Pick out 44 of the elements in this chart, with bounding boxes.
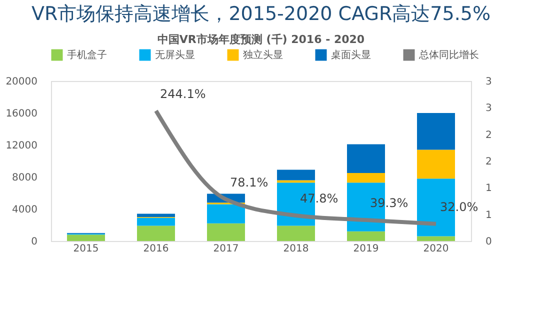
bar [277, 170, 315, 180]
x-tick-label: 2019 [353, 244, 379, 254]
x-tick-label: 2020 [423, 244, 449, 254]
chart-subtitle: 中国VR市场年度预测 (千) 2016 - 2020 [157, 33, 365, 46]
legend-label: 桌面头显 [331, 49, 371, 61]
bar [277, 180, 315, 183]
x-tick-label: 2018 [283, 244, 309, 254]
y2-tick-label: 1 [486, 210, 492, 221]
y-tick-label: 20000 [6, 76, 38, 88]
line-series [154, 108, 438, 226]
x-tick-label: 2016 [143, 244, 169, 254]
y2-tick-label: 1 [486, 183, 492, 194]
bar [347, 144, 385, 173]
y-tick-label: 0 [31, 236, 38, 248]
y2-tick-label: 2 [486, 130, 492, 141]
x-tick-label: 2017 [213, 244, 239, 254]
y-tick-label: 12000 [6, 140, 38, 152]
bar [207, 204, 245, 224]
y2-tick-label: 0 [486, 236, 492, 248]
legend-label: 独立头显 [243, 49, 283, 61]
bar [67, 234, 105, 241]
y2-tick-label: 3 [486, 76, 492, 88]
bar [347, 231, 385, 241]
legend-label: 手机盒子 [67, 49, 107, 61]
chart-title: VR市场保持高速增长，2015-2020 CAGR高达75.5% [31, 3, 491, 25]
legend-label: 总体同比增长 [418, 49, 479, 61]
data-label: 244.1% [160, 86, 206, 101]
y-tick-label: 8000 [12, 172, 38, 184]
y2-tick-label: 2 [486, 156, 492, 168]
y2-tick-label: 3 [486, 103, 492, 114]
bar [137, 226, 175, 241]
bar [417, 150, 455, 179]
y-tick-label: 4000 [12, 204, 38, 216]
data-label: 78.1% [230, 175, 268, 190]
x-tick-label: 2015 [73, 244, 99, 254]
bar [277, 226, 315, 241]
bar [207, 223, 245, 241]
bar [137, 218, 175, 226]
y-tick-label: 16000 [6, 108, 38, 120]
bar [137, 214, 175, 217]
bar [347, 173, 385, 183]
bar [417, 236, 455, 241]
legend-label: 无屏头显 [155, 49, 195, 61]
bar [417, 113, 455, 150]
